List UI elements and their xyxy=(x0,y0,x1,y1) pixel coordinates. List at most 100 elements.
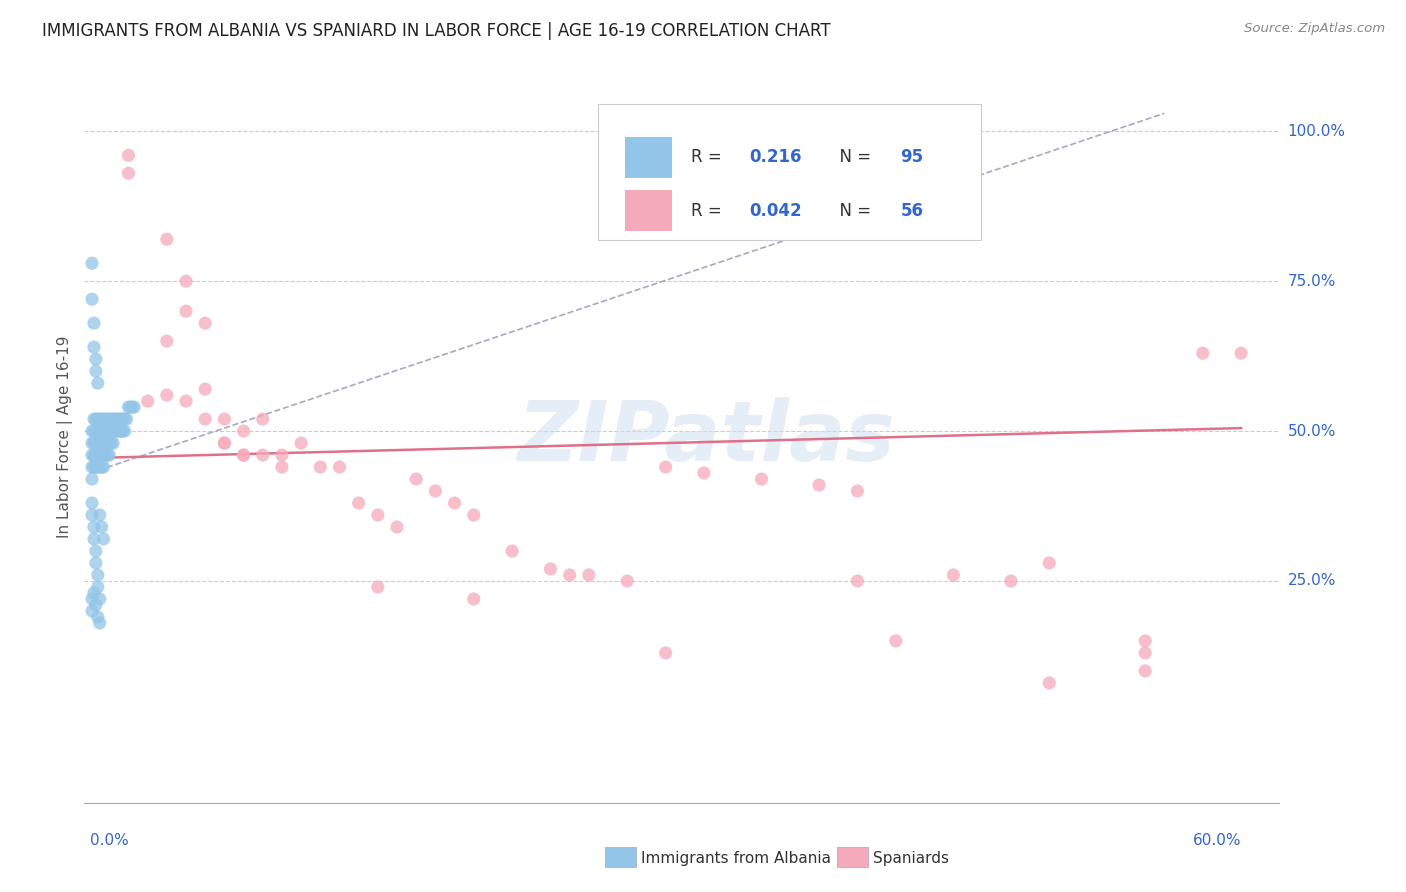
Text: Source: ZipAtlas.com: Source: ZipAtlas.com xyxy=(1244,22,1385,36)
Point xyxy=(80,591,103,606)
Point xyxy=(214,412,236,426)
Point xyxy=(94,448,117,462)
Text: 0.216: 0.216 xyxy=(749,148,801,167)
Point xyxy=(96,424,118,438)
Point xyxy=(93,412,115,426)
Point xyxy=(558,568,581,582)
Point xyxy=(83,316,105,330)
Point xyxy=(846,483,869,498)
Point xyxy=(693,466,716,480)
Point xyxy=(232,448,254,462)
Point xyxy=(83,424,105,438)
Text: 75.0%: 75.0% xyxy=(1288,274,1336,289)
Point xyxy=(90,460,112,475)
Point xyxy=(110,412,132,426)
Text: 95: 95 xyxy=(901,148,924,167)
Point xyxy=(94,436,117,450)
Point xyxy=(84,424,107,438)
Point xyxy=(83,412,105,426)
Point xyxy=(96,412,118,426)
Text: 0.042: 0.042 xyxy=(749,202,801,219)
Point xyxy=(115,412,138,426)
Point xyxy=(83,520,105,534)
Point xyxy=(751,472,773,486)
Point xyxy=(104,424,127,438)
Point xyxy=(1038,556,1060,570)
Point xyxy=(98,412,121,426)
Point xyxy=(87,376,110,391)
Point xyxy=(101,424,124,438)
Point xyxy=(174,394,197,409)
Bar xyxy=(624,190,672,231)
Point xyxy=(271,460,294,475)
Point xyxy=(1191,346,1213,360)
Point xyxy=(1133,664,1156,678)
Point xyxy=(93,460,115,475)
Point xyxy=(84,448,107,462)
Point xyxy=(87,412,110,426)
Point xyxy=(87,610,110,624)
Point xyxy=(98,436,121,450)
Text: Spaniards: Spaniards xyxy=(873,851,949,865)
Point xyxy=(443,496,465,510)
Point xyxy=(89,508,111,522)
Point xyxy=(93,424,115,438)
Point xyxy=(425,483,447,498)
Point xyxy=(80,508,103,522)
Point xyxy=(83,532,105,546)
Point xyxy=(156,232,179,246)
Point xyxy=(100,436,122,450)
Point xyxy=(405,472,427,486)
Point xyxy=(84,436,107,450)
Text: 56: 56 xyxy=(901,202,924,219)
Point xyxy=(98,448,121,462)
Point xyxy=(98,424,121,438)
Point xyxy=(80,496,103,510)
Point xyxy=(83,436,105,450)
Point xyxy=(194,382,217,396)
Point xyxy=(1133,646,1156,660)
Point xyxy=(654,646,676,660)
Point xyxy=(94,412,117,426)
Text: 50.0%: 50.0% xyxy=(1288,424,1336,439)
Point xyxy=(120,400,142,414)
Point xyxy=(214,436,236,450)
Point xyxy=(83,340,105,354)
Point xyxy=(884,634,907,648)
Point xyxy=(252,412,274,426)
Point xyxy=(90,520,112,534)
Point xyxy=(89,591,111,606)
Point xyxy=(90,424,112,438)
Bar xyxy=(624,137,672,178)
Text: ZIPatlas: ZIPatlas xyxy=(517,397,894,477)
Point xyxy=(1038,676,1060,690)
Y-axis label: In Labor Force | Age 16-19: In Labor Force | Age 16-19 xyxy=(58,335,73,539)
Point xyxy=(463,591,485,606)
Point xyxy=(84,412,107,426)
Text: IMMIGRANTS FROM ALBANIA VS SPANIARD IN LABOR FORCE | AGE 16-19 CORRELATION CHART: IMMIGRANTS FROM ALBANIA VS SPANIARD IN L… xyxy=(42,22,831,40)
Point xyxy=(89,412,111,426)
Point xyxy=(347,496,370,510)
Text: R =: R = xyxy=(692,148,727,167)
Point xyxy=(93,532,115,546)
Point xyxy=(104,412,127,426)
Point xyxy=(87,568,110,582)
Point xyxy=(122,400,145,414)
Point xyxy=(290,436,312,450)
Point xyxy=(89,436,111,450)
Point xyxy=(80,472,103,486)
Text: N =: N = xyxy=(830,148,876,167)
Point xyxy=(101,412,124,426)
FancyBboxPatch shape xyxy=(599,104,981,240)
Point xyxy=(93,448,115,462)
Point xyxy=(80,424,103,438)
Point xyxy=(271,448,294,462)
Point xyxy=(84,460,107,475)
Point xyxy=(96,436,118,450)
Point xyxy=(80,460,103,475)
Text: 25.0%: 25.0% xyxy=(1288,574,1336,589)
Point xyxy=(83,460,105,475)
Point xyxy=(87,460,110,475)
Point xyxy=(194,412,217,426)
Point xyxy=(385,520,408,534)
